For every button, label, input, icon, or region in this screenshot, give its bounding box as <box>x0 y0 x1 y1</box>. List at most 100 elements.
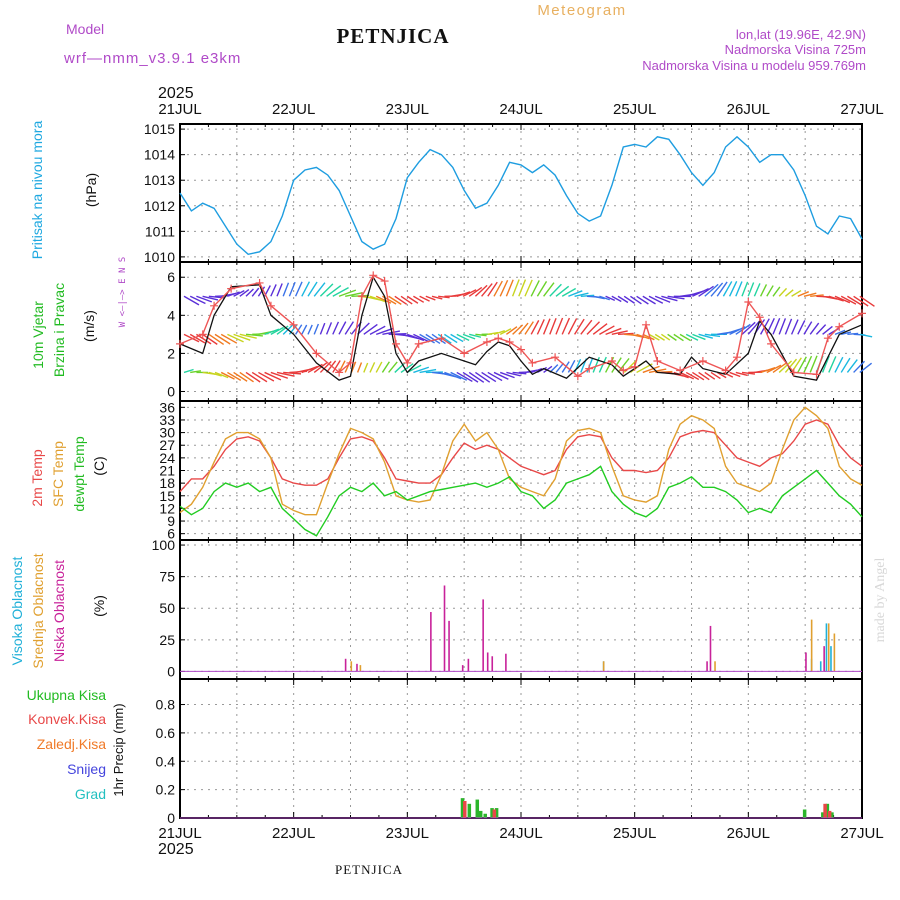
wind-arrow <box>487 281 498 297</box>
wind-arrow <box>772 362 787 374</box>
wind-arrow <box>388 361 398 373</box>
gust-marker <box>335 368 344 377</box>
gust-marker <box>630 362 639 371</box>
wind-arrow <box>239 371 254 383</box>
y-tick-label: 21 <box>159 463 175 479</box>
wind-arrow <box>592 323 608 335</box>
wind-arrow <box>301 365 318 374</box>
bar-niska-oblacnost <box>443 585 446 672</box>
wind-arrow <box>648 368 667 374</box>
bar-niska-oblacnost <box>344 658 347 672</box>
wind-arrow <box>382 330 401 336</box>
credit-watermark: made by Angel <box>873 558 888 643</box>
gust-marker <box>494 334 503 343</box>
wind-arrow <box>536 319 545 335</box>
x-tick-label-bottom: 27JUL <box>840 825 883 842</box>
wind-arrow <box>542 318 551 335</box>
wind-arrow <box>549 283 562 297</box>
wind-arrow <box>288 281 296 297</box>
gust-marker <box>653 357 662 366</box>
y-tick-label: 0.8 <box>156 697 176 713</box>
wind-arrow <box>729 371 741 378</box>
wind-arrow <box>642 295 656 305</box>
model-label: Model <box>66 21 104 37</box>
wind-arrow <box>400 295 413 305</box>
bar-niska-oblacnost <box>430 612 432 672</box>
wind-arrow <box>530 280 540 297</box>
wind-arrow <box>834 295 851 304</box>
wind-arrow <box>630 295 642 305</box>
wind-arrow <box>821 355 830 373</box>
gust-marker <box>812 370 821 379</box>
wind-arrow <box>815 324 827 335</box>
wind-arrow <box>189 295 206 305</box>
x-tick-label-bottom: 22JUL <box>272 825 315 842</box>
model-name: wrf—nmm_v3.9.1 e3km <box>63 50 241 67</box>
gust-marker <box>607 357 616 366</box>
gust-marker <box>732 353 741 362</box>
wind-arrow <box>586 321 601 335</box>
x-tick-label-bottom: 24JUL <box>499 825 542 842</box>
bar-niska-oblacnost <box>356 663 358 672</box>
wind-arrow <box>741 321 756 335</box>
y-tick-label: 4 <box>167 307 175 323</box>
gust-marker <box>391 339 400 348</box>
wind-arrow <box>561 287 577 297</box>
y-tick-label: 1010 <box>144 249 175 265</box>
bar-ukupna-kisa <box>802 809 807 818</box>
y-tick-label: 2 <box>167 345 175 361</box>
gust-marker <box>289 320 298 329</box>
bar-niska-oblacnost <box>448 620 450 672</box>
wind-arrow <box>208 371 222 377</box>
wind-arrow <box>251 371 268 383</box>
wind-arrow <box>469 333 482 338</box>
wind-arrow <box>214 371 229 379</box>
wind-arrow <box>388 295 402 305</box>
wind-arrow <box>574 292 589 297</box>
bar-ukupna-kisa <box>483 813 487 818</box>
bar-niska-oblacnost <box>805 652 807 672</box>
wind-arrow <box>313 323 320 335</box>
wind-arrow <box>772 317 781 335</box>
wind-arrow <box>704 371 716 380</box>
gust-marker <box>437 334 446 343</box>
bar-ukupna-kisa <box>460 798 465 818</box>
bar-ukupna-kisa <box>821 812 825 818</box>
gust-marker <box>585 364 594 373</box>
wind-arrow <box>450 371 468 381</box>
bar-niska-oblacnost <box>461 665 464 672</box>
wind-arrow <box>245 371 261 383</box>
y-tick-label: 36 <box>159 399 175 415</box>
y-tick-label: 6 <box>167 269 175 285</box>
lonlat-text: lon,lat (19.96E, 42.9N) <box>736 27 866 42</box>
wind-arrow <box>859 333 873 338</box>
wind-arrow <box>245 288 254 297</box>
wind-arrow <box>809 355 818 373</box>
wind-arrow <box>654 333 665 341</box>
wind-arrow <box>307 324 313 335</box>
y-tick-label: 30 <box>159 425 175 441</box>
wind-arrow <box>549 317 557 335</box>
wind-arrow <box>778 287 788 297</box>
wind-arrow <box>251 287 260 297</box>
y-tick-label: 1013 <box>144 172 175 188</box>
precip-label-total: Ukupna Kisa <box>27 687 107 703</box>
wind-arrow <box>413 366 430 374</box>
wind-arrow <box>753 283 761 297</box>
wind-arrow <box>475 371 491 383</box>
wind-arrow <box>661 333 671 341</box>
wind-arrow <box>456 371 473 383</box>
wind-arrow <box>611 330 628 336</box>
wind-arrow <box>524 321 534 335</box>
wind-arrow <box>227 333 244 343</box>
wind-arrow <box>859 295 875 307</box>
cloud-label-high: Visoka Oblacnost <box>9 557 25 666</box>
x-tick-label-top: 24JUL <box>499 101 542 118</box>
wind-arrow <box>611 295 622 303</box>
bar-ukupna-kisa <box>478 810 483 818</box>
wind-arrow <box>425 333 441 345</box>
wind-arrow <box>654 295 671 303</box>
wind-arrow <box>462 371 479 383</box>
precip-unit: 1hr Precip (mm) <box>111 703 126 796</box>
wind-arrow <box>338 289 357 297</box>
